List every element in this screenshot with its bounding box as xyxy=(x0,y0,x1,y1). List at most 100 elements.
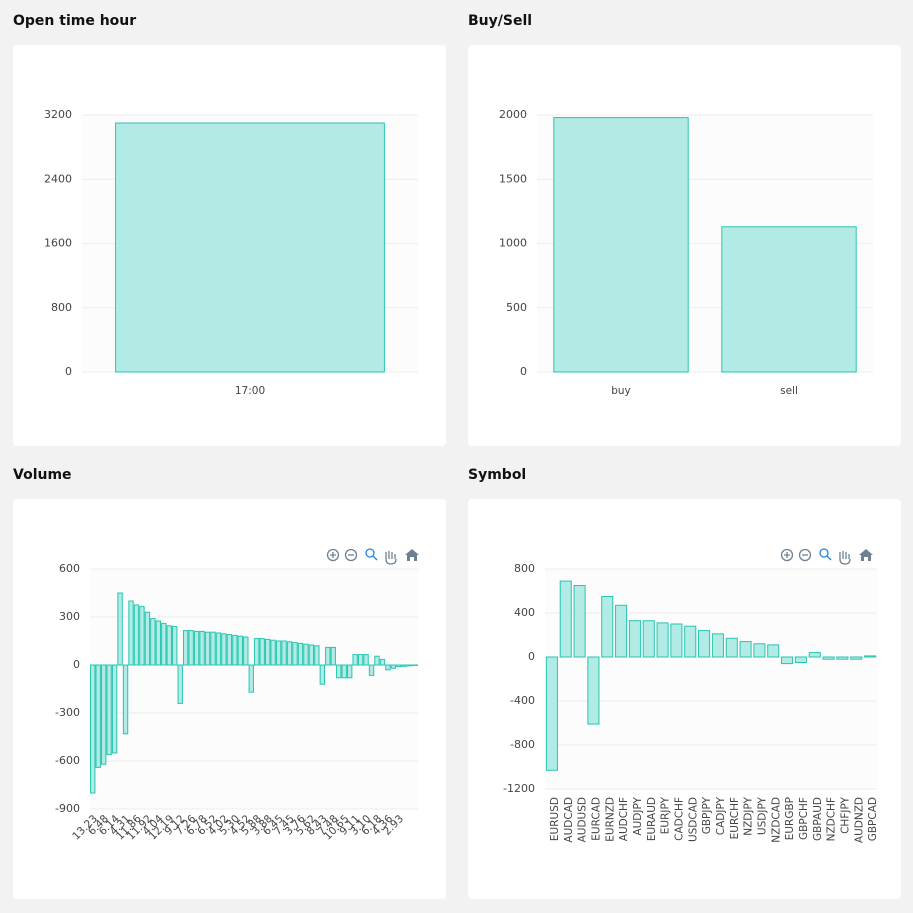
plot-area xyxy=(90,569,418,809)
bar xyxy=(259,638,265,666)
pan[interactable] xyxy=(385,551,397,565)
x-tick-label: EURAUD xyxy=(646,797,658,841)
bar xyxy=(172,626,178,666)
x-tick-label: EURNZD xyxy=(604,797,616,842)
x-tick-label: NZDCAD xyxy=(770,797,782,843)
bar xyxy=(325,646,331,666)
bar xyxy=(721,226,857,373)
bar xyxy=(545,656,558,771)
y-tick-label: 300 xyxy=(59,610,80,623)
bar xyxy=(133,604,140,666)
y-tick-label: -800 xyxy=(510,738,535,751)
y-tick-label: 400 xyxy=(514,606,535,619)
y-tick-label: 0 xyxy=(520,365,527,378)
chart-title: Open time hour xyxy=(13,13,136,29)
bar xyxy=(144,611,151,666)
bar xyxy=(836,656,849,660)
bar xyxy=(166,625,172,666)
bar xyxy=(822,656,835,660)
y-tick-label: -300 xyxy=(55,706,80,719)
bar xyxy=(739,641,752,658)
x-tick-label: CHFJPY xyxy=(839,796,851,833)
bar xyxy=(670,623,683,658)
y-tick-label: -900 xyxy=(55,802,80,815)
bar xyxy=(182,630,189,666)
bar xyxy=(128,600,134,666)
x-tick-label: CADCHF xyxy=(673,797,685,841)
zoom[interactable] xyxy=(365,548,378,561)
reset[interactable] xyxy=(405,549,419,561)
bar xyxy=(368,664,375,676)
bar xyxy=(794,656,807,663)
bar xyxy=(753,643,766,658)
bar xyxy=(642,620,655,658)
zoom[interactable] xyxy=(819,548,832,561)
bar xyxy=(248,664,254,693)
bar xyxy=(573,585,586,658)
bar xyxy=(122,664,129,735)
zoom-in[interactable] xyxy=(326,548,340,562)
bar xyxy=(95,664,101,768)
bar xyxy=(237,635,244,666)
bar xyxy=(601,596,614,658)
bar xyxy=(100,664,107,765)
bar xyxy=(656,622,669,658)
bar xyxy=(193,630,200,666)
zoom-in[interactable] xyxy=(780,548,794,562)
bar xyxy=(698,630,711,658)
bar xyxy=(275,640,282,666)
y-tick-label: 3200 xyxy=(44,108,72,121)
pan[interactable] xyxy=(839,551,851,565)
zoom-out[interactable] xyxy=(344,548,358,562)
x-tick-label: EURGBP xyxy=(784,797,796,840)
x-tick-label: 17:00 xyxy=(235,385,265,397)
bar xyxy=(319,664,326,685)
x-tick-label: EURCHF xyxy=(729,797,741,839)
reset[interactable] xyxy=(859,549,873,561)
x-tick-label: GBPCHF xyxy=(798,797,810,840)
bar xyxy=(850,656,863,660)
x-tick-label: AUDJPY xyxy=(632,796,644,835)
bar xyxy=(396,664,402,668)
bar xyxy=(150,618,156,666)
zoom-out[interactable] xyxy=(798,548,812,562)
bar xyxy=(254,638,260,666)
x-tick-label: USDJPY xyxy=(756,796,768,835)
bar xyxy=(864,655,877,658)
bar xyxy=(407,664,413,667)
bar xyxy=(90,664,96,794)
x-tick-label: EURJPY xyxy=(660,796,672,834)
y-tick-label: -1200 xyxy=(503,782,535,795)
chart-title: Volume xyxy=(13,467,72,483)
bar xyxy=(204,631,211,666)
y-tick-label: 1600 xyxy=(44,237,72,250)
x-tick-label: AUDUSD xyxy=(577,797,589,842)
x-tick-label: EURCAD xyxy=(590,797,602,841)
bar xyxy=(615,604,628,658)
bar xyxy=(352,654,358,666)
y-tick-label: 1000 xyxy=(499,237,527,250)
x-tick-label: CADJPY xyxy=(715,796,727,835)
y-tick-label: 800 xyxy=(514,562,535,575)
y-tick-label: 0 xyxy=(73,658,80,671)
bar xyxy=(684,625,697,658)
bar xyxy=(587,656,600,725)
bar xyxy=(139,606,145,666)
bar xyxy=(336,664,342,679)
y-tick-label: 0 xyxy=(528,650,535,663)
x-tick-label: buy xyxy=(611,385,631,397)
bar xyxy=(111,664,118,754)
bar xyxy=(115,122,385,373)
bar xyxy=(553,117,689,373)
x-tick-label: sell xyxy=(780,385,798,397)
y-tick-label: 1500 xyxy=(499,172,527,185)
bar xyxy=(711,633,724,658)
x-tick-label: GBPAUD xyxy=(812,797,824,841)
y-tick-label: 600 xyxy=(59,562,80,575)
bar xyxy=(281,640,287,666)
bar xyxy=(188,630,194,666)
y-tick-label: 2400 xyxy=(44,172,72,185)
x-tick-label: AUDNZD xyxy=(853,797,865,843)
bar xyxy=(628,620,641,658)
y-tick-label: 500 xyxy=(506,301,527,314)
